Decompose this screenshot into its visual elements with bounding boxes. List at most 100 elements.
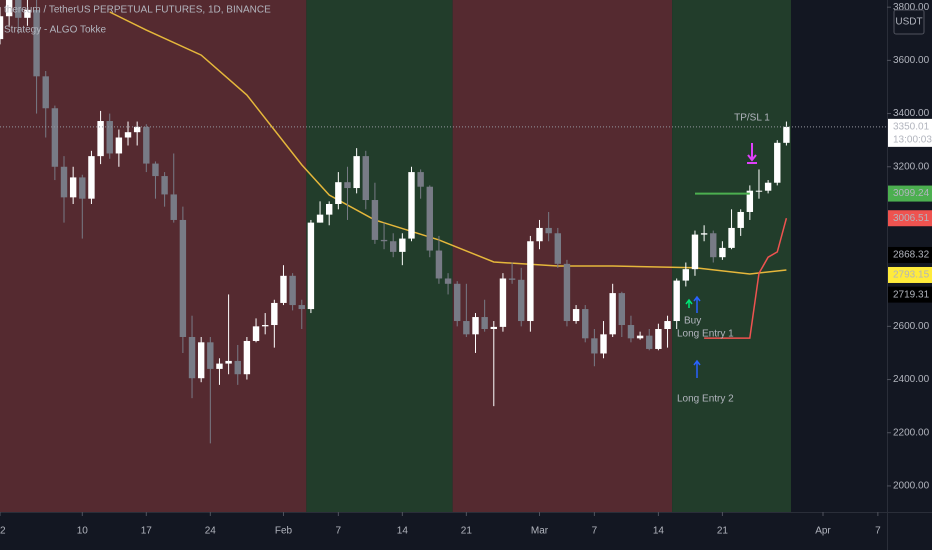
countdown: 13:00:03 (893, 135, 932, 146)
candle-body (243, 340, 251, 375)
x-tick-label: 14 (653, 526, 665, 537)
zone (452, 0, 673, 512)
plot-area: TP/SL 1 Buy Long Entry 1 Long Entry 2 (0, 0, 887, 512)
candle-body (755, 190, 763, 192)
candle-body (472, 317, 479, 335)
unit-box[interactable] (893, 9, 925, 35)
x-tick-label: 21 (717, 526, 729, 537)
candle-body (289, 275, 296, 306)
candle-body (133, 126, 141, 133)
candle-body (444, 278, 452, 284)
x-tick-label: 10 (77, 526, 89, 537)
candle-body (371, 200, 379, 240)
candle-body (161, 176, 168, 195)
candle-body (664, 321, 671, 330)
x-tick-label: 21 (461, 526, 473, 537)
zone (0, 0, 307, 512)
candle-body (24, 9, 31, 18)
candle-body (691, 234, 699, 270)
x-tick-label: Mar (531, 526, 549, 537)
candle-body (88, 156, 95, 199)
candle-body (600, 334, 607, 354)
candle-body (261, 325, 269, 327)
chart-title: thereum / TetherUS PERPETUAL FUTURES, 1D… (4, 5, 271, 16)
unit-label: USDT (895, 17, 922, 28)
candle-body (307, 222, 315, 310)
candle-body (426, 186, 433, 251)
y-tick-label: 2200.00 (893, 427, 930, 438)
candle-body (5, 0, 13, 17)
candle-body (490, 326, 497, 330)
candle-body (554, 233, 562, 264)
ma-line (109, 11, 787, 275)
annotation: Long Entry 2 (677, 394, 734, 405)
zone (306, 0, 453, 512)
candle-body (143, 126, 150, 164)
candle-body (97, 121, 104, 157)
zone (672, 0, 791, 512)
candle-body (609, 293, 616, 335)
candle-body (499, 278, 507, 327)
price-label-box (888, 118, 932, 147)
candle-body (353, 156, 360, 189)
candle-body (572, 309, 580, 322)
price-label: 3006.51 (893, 213, 930, 224)
candle-body (60, 166, 68, 198)
candle-body (179, 219, 187, 337)
candle-body (380, 239, 388, 242)
candle-body (646, 335, 653, 349)
candle-body (700, 233, 708, 235)
entry-arrow (693, 359, 701, 378)
x-tick-label: 22 (0, 526, 6, 537)
candle-body (746, 190, 754, 212)
candle-body (316, 214, 324, 223)
candle-body (69, 177, 77, 198)
candle-body (536, 227, 543, 242)
candle-body (271, 302, 278, 326)
y-tick-label: 3400.00 (893, 108, 930, 119)
candle-body (518, 279, 525, 322)
stop-loss-line (704, 218, 788, 339)
candle-body (417, 172, 424, 187)
candle-body (390, 241, 397, 252)
candle-body (234, 360, 241, 375)
candle-body (225, 360, 232, 364)
candle-body (325, 204, 333, 215)
candle-body (408, 172, 415, 239)
annotation: Long Entry 1 (677, 329, 734, 340)
price-label: 3350.01 (893, 122, 930, 133)
candle-body (197, 342, 205, 379)
x-tick-label: 14 (397, 526, 409, 537)
candle-body (188, 336, 196, 379)
candle-body (673, 280, 680, 322)
candle-body (728, 227, 735, 248)
candle-body (170, 194, 177, 220)
candle-body (124, 132, 132, 138)
price-label-box (888, 286, 932, 303)
annotation: TP/SL 1 (734, 113, 770, 124)
x-tick-label: 24 (205, 526, 217, 537)
price-label-box (888, 185, 932, 202)
candle-body (115, 137, 123, 154)
candle-body (152, 163, 159, 177)
exit-arrow (747, 143, 757, 164)
candle-body (335, 182, 342, 205)
x-tick-label: 17 (141, 526, 153, 537)
candle-body (545, 227, 552, 234)
candle-body (298, 305, 305, 310)
candle-body (783, 126, 790, 143)
candle-body (344, 182, 351, 189)
candle-body (764, 182, 772, 191)
price-label-box (888, 210, 932, 227)
y-tick-label: 3200.00 (893, 161, 930, 172)
price-label: 2793.15 (893, 270, 930, 281)
candle-body (627, 325, 635, 339)
candle-body (0, 16, 4, 40)
candle-body (216, 363, 223, 369)
entry-arrow (693, 295, 701, 313)
candle-body (399, 238, 406, 252)
candle-body (774, 142, 781, 183)
candle-body (51, 108, 59, 167)
price-label-box (888, 246, 932, 263)
